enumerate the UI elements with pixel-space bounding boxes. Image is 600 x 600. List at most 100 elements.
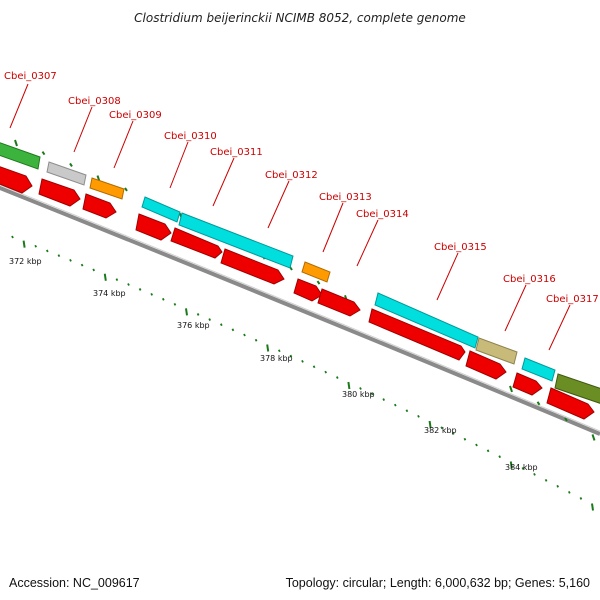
scale-major-tick bbox=[509, 461, 513, 469]
cds-arrow-12[interactable] bbox=[546, 387, 595, 420]
scale-major-tick bbox=[347, 381, 351, 390]
cds-arrow-7[interactable] bbox=[293, 278, 323, 302]
scale-minor-tick bbox=[69, 258, 72, 262]
gene-bar-cbei-0311[interactable] bbox=[178, 212, 294, 269]
scale-major-tick bbox=[22, 240, 26, 248]
scale-dotted-track bbox=[11, 235, 594, 511]
gene-label-cbei-0316[interactable]: Cbei_0316 bbox=[503, 274, 556, 285]
gene-leader-line bbox=[169, 141, 189, 189]
scale-minor-tick bbox=[277, 349, 281, 353]
scale-major-tick bbox=[185, 308, 188, 316]
cds-arrow-6[interactable] bbox=[220, 248, 285, 285]
gene-bar-cbei-0307[interactable] bbox=[0, 141, 41, 170]
scale-minor-tick bbox=[451, 432, 455, 435]
scale-minor-tick bbox=[544, 478, 548, 482]
scale-minor-tick bbox=[127, 283, 130, 286]
scale-minor-tick bbox=[533, 472, 536, 476]
kbp-label: 374 kbp bbox=[93, 289, 126, 298]
scale-minor-tick bbox=[312, 365, 316, 369]
track-tick bbox=[536, 401, 541, 406]
gene-label-cbei-0310[interactable]: Cbei_0310 bbox=[164, 131, 217, 142]
cds-arrow-4[interactable] bbox=[135, 213, 172, 241]
scale-major-tick bbox=[591, 503, 594, 511]
gene-bar-cbei-0309[interactable] bbox=[89, 177, 125, 200]
scale-minor-tick bbox=[301, 359, 304, 363]
scale-major-tick bbox=[103, 273, 107, 281]
scale-minor-tick bbox=[498, 455, 502, 459]
scale-minor-tick bbox=[289, 354, 293, 358]
cds-arrow-3[interactable] bbox=[82, 193, 117, 219]
kbp-label: 372 kbp bbox=[9, 257, 42, 266]
gene-label-cbei-0307[interactable]: Cbei_0307 bbox=[4, 71, 57, 82]
map-title: Clostridium beijerinckii NCIMB 8052, com… bbox=[134, 11, 466, 25]
gene-bar-cbei-0316[interactable] bbox=[475, 337, 518, 365]
gene-bar-cbei-0310[interactable] bbox=[141, 196, 181, 223]
gene-label-cbei-0312[interactable]: Cbei_0312 bbox=[265, 170, 318, 181]
scale-minor-tick bbox=[567, 490, 571, 494]
cds-arrow-10[interactable] bbox=[465, 350, 507, 380]
gene-bar-cbei-0315[interactable] bbox=[374, 292, 479, 349]
scale-minor-tick bbox=[521, 467, 525, 470]
scale-minor-tick bbox=[150, 292, 154, 296]
cds-arrow-11[interactable] bbox=[512, 372, 543, 396]
gene-label-cbei-0308[interactable]: Cbei_0308 bbox=[68, 96, 121, 107]
gene-label-cbei-0314[interactable]: Cbei_0314 bbox=[356, 209, 409, 220]
cds-arrow-2[interactable] bbox=[38, 178, 81, 207]
scale-minor-tick bbox=[463, 437, 467, 441]
scale-major-tick bbox=[428, 420, 432, 429]
scale-minor-tick bbox=[231, 328, 235, 332]
gene-leader-line bbox=[322, 202, 344, 253]
gene-bar-cbei-0308[interactable] bbox=[46, 161, 87, 186]
gene-bar-cbei-0316-b[interactable] bbox=[521, 357, 556, 382]
scale-minor-tick bbox=[359, 387, 362, 390]
cds-arrow-1[interactable] bbox=[0, 165, 33, 194]
gene-leader-line bbox=[73, 106, 93, 153]
gene-leader-line bbox=[113, 120, 134, 169]
gene-leader-line bbox=[436, 252, 459, 301]
gene-leader-line bbox=[267, 180, 290, 229]
scale-minor-tick bbox=[34, 244, 38, 248]
gene-label-cbei-0315[interactable]: Cbei_0315 bbox=[434, 242, 487, 253]
gene-leader-line bbox=[212, 157, 235, 207]
cds-arrow-8[interactable] bbox=[317, 288, 361, 317]
gene-feature-track bbox=[0, 141, 600, 404]
track-tick bbox=[564, 417, 568, 422]
scale-minor-tick bbox=[219, 323, 223, 327]
gene-bar-cbei-0313[interactable] bbox=[301, 261, 331, 283]
track-tick bbox=[69, 162, 73, 168]
gene-label-layer: Cbei_0307 Cbei_0308 Cbei_0309 Cbei_0310 … bbox=[4, 71, 599, 351]
gene-label-cbei-0313[interactable]: Cbei_0313 bbox=[319, 192, 372, 203]
scale-minor-tick bbox=[417, 414, 420, 418]
scale-minor-tick bbox=[173, 302, 177, 306]
scale-minor-tick bbox=[370, 392, 374, 396]
gene-label-cbei-0317[interactable]: Cbei_0317 bbox=[546, 294, 599, 305]
scale-major-tick bbox=[266, 344, 270, 352]
scale-minor-tick bbox=[486, 449, 490, 453]
cds-arrow-9[interactable] bbox=[368, 308, 466, 361]
cds-arrow-track bbox=[0, 165, 595, 420]
scale-minor-tick bbox=[243, 333, 246, 337]
track-tick bbox=[14, 139, 18, 147]
scale-minor-tick bbox=[475, 443, 478, 447]
scale-minor-tick bbox=[11, 235, 14, 239]
scale-minor-tick bbox=[208, 318, 212, 321]
kbp-label: 380 kbp bbox=[342, 390, 375, 399]
cds-arrow-5[interactable] bbox=[170, 227, 223, 259]
gene-leader-line bbox=[504, 284, 527, 332]
genome-summary-text: Topology: circular; Length: 6,000,632 bp… bbox=[286, 576, 590, 590]
track-tick bbox=[316, 280, 321, 285]
gene-bar-cbei-0317[interactable] bbox=[554, 373, 600, 404]
gene-label-cbei-0309[interactable]: Cbei_0309 bbox=[109, 110, 162, 121]
gene-leader-line bbox=[548, 304, 571, 351]
scale-minor-tick bbox=[405, 409, 409, 413]
accession-text: Accession: NC_009617 bbox=[9, 576, 140, 590]
track-tick bbox=[591, 434, 596, 441]
track-tick bbox=[124, 187, 128, 192]
scale-minor-tick bbox=[80, 263, 84, 267]
scale-minor-tick bbox=[138, 288, 142, 291]
gene-label-cbei-0311[interactable]: Cbei_0311 bbox=[210, 147, 263, 158]
gene-leader-line bbox=[356, 219, 379, 267]
track-tick bbox=[41, 151, 46, 156]
scale-minor-tick bbox=[57, 254, 61, 258]
